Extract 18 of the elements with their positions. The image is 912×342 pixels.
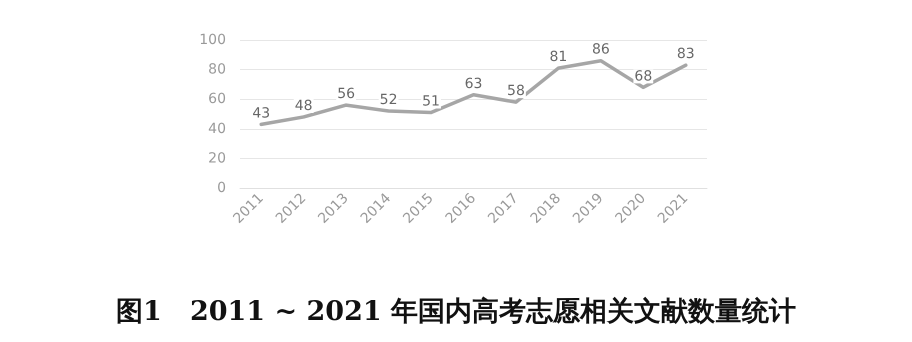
data-label: 86 xyxy=(592,42,610,58)
y-tick-label: 0 xyxy=(217,180,226,196)
y-tick-label: 80 xyxy=(208,62,226,78)
y-tick-label: 40 xyxy=(208,120,226,137)
data-label: 83 xyxy=(676,46,695,62)
data-label: 52 xyxy=(380,92,398,108)
data-label: 51 xyxy=(422,94,440,110)
data-label: 43 xyxy=(252,105,270,122)
data-label: 63 xyxy=(464,76,482,92)
y-tick-label: 60 xyxy=(208,91,226,108)
text: 图1 2011 ~ 2021 年国内高考志愿相关文献数量统计 xyxy=(116,296,796,327)
y-tick-label: 100 xyxy=(199,32,226,48)
data-label: 58 xyxy=(507,83,525,100)
data-label: 81 xyxy=(549,49,568,66)
y-tick-label: 20 xyxy=(208,150,226,166)
data-label: 56 xyxy=(337,86,356,102)
data-label: 48 xyxy=(294,98,313,114)
data-label: 68 xyxy=(634,68,652,84)
